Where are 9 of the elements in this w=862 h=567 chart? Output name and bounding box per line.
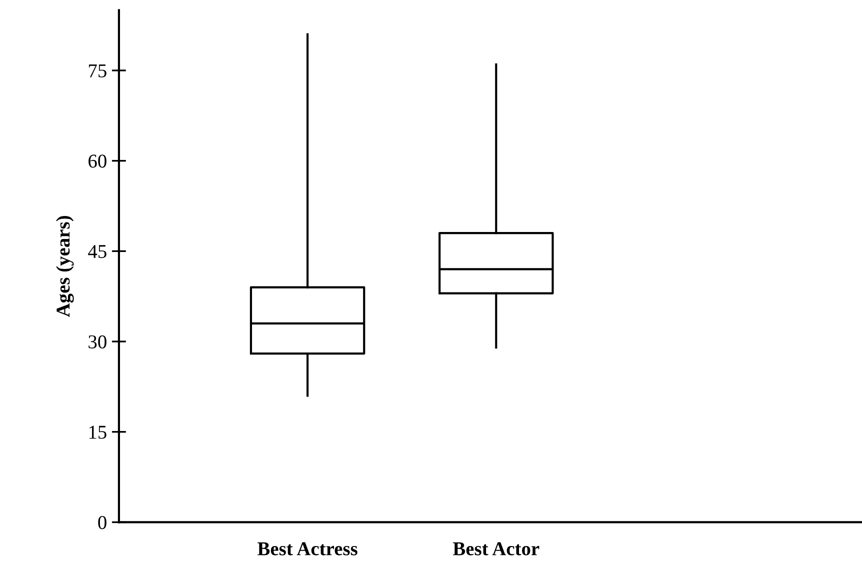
y-tick-label: 45 bbox=[88, 245, 106, 258]
y-axis-title: Ages (years) bbox=[56, 216, 74, 318]
y-tick-label: 15 bbox=[89, 426, 106, 439]
y-tick-label: 60 bbox=[88, 154, 106, 168]
x-tick-label: Best Actor bbox=[452, 542, 540, 556]
x-tick-label: Best Actress bbox=[258, 542, 358, 556]
y-tick-label: 30 bbox=[88, 335, 106, 348]
y-tick-label: 75 bbox=[88, 64, 106, 78]
y-tick-label: 0 bbox=[98, 516, 106, 530]
